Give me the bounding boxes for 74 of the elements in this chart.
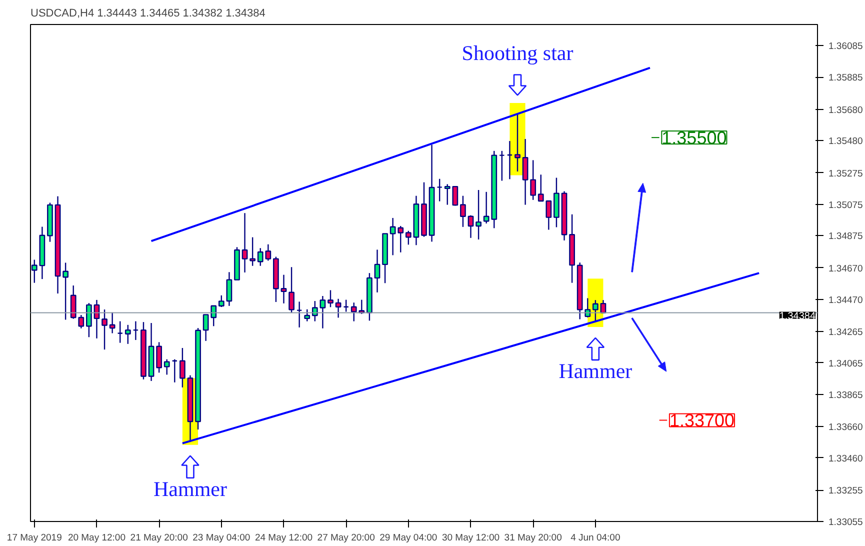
candlestick [506,140,513,180]
y-tick-label: 1.33865 [828,390,863,401]
candlestick [546,200,552,230]
chart-title: USDCAD,H4 1.34443 1.34465 1.34382 1.34384 [30,8,266,20]
annotation: Shooting star [462,40,574,65]
candlestick [405,230,412,246]
y-tick-label: 1.35680 [828,104,863,116]
x-tick-label: 17 May 2019 [6,532,62,544]
y-tick-label: 1.34670 [828,263,863,274]
candlestick [436,178,443,202]
x-tick-label: 20 May 12:00 [68,532,126,544]
candlestick [530,160,536,201]
candlestick [468,214,474,239]
x-tick-label: 30 May 12:00 [442,532,500,544]
candlestick [62,262,68,320]
ref-line-label: 1.34384 [779,310,816,322]
candlestick [109,312,116,334]
candlestick [538,174,544,202]
candlestick [320,295,326,329]
candlestick [164,358,170,376]
x-tick-label: 21 May 20:00 [130,532,188,544]
y-tick-label: 1.35885 [828,72,863,84]
candlestick [522,138,528,206]
annotation: Hammer [558,358,632,383]
x-tick-label: 29 May 04:00 [380,532,438,544]
candlestick [498,150,505,182]
y-tick-label: 1.33660 [828,422,863,433]
candlestick [31,259,38,284]
y-tick-label: 1.35075 [828,200,863,211]
candlestick [124,324,131,344]
candlestick [280,274,287,304]
candlestick [250,236,256,266]
candlestick [70,284,76,320]
candlestick [102,308,108,350]
y-tick-label: 1.33255 [828,486,863,497]
candlestick [172,358,178,383]
y-tick-label: 1.34065 [828,358,863,370]
candlestick [476,189,482,240]
candlestick [180,347,186,388]
x-tick-label: 31 May 20:00 [504,532,562,544]
candlestick [312,300,318,322]
candlestick [304,308,310,322]
candlestick [242,212,248,274]
candlestick [296,301,302,328]
candlestick [218,294,224,308]
candlestick [514,113,520,172]
x-tick-label: 4 Jun 04:00 [570,532,620,544]
candlestick [117,320,124,344]
annotation: Hammer [154,476,227,501]
candlestick [343,299,350,312]
candlestick [460,195,466,228]
y-tick-label: 1.34470 [828,294,863,306]
x-tick-label: 27 May 20:00 [317,532,375,544]
y-tick-label: 1.34875 [828,231,863,242]
candlestick [78,314,84,329]
x-tick-label: 24 May 12:00 [254,532,313,544]
y-tick-label: 1.35275 [828,168,863,180]
candlestick [288,266,294,314]
candlestick [86,302,92,338]
candlestick [226,272,232,306]
candlestick [132,320,139,341]
y-tick-label: 1.35480 [828,136,863,148]
y-tick-label: 1.34265 [828,326,863,338]
candlestick [584,298,591,318]
y-tick-label: 1.36085 [828,41,863,52]
annotation: 1.33700 [669,410,735,431]
candlestick [335,298,342,318]
candlestick [592,299,598,322]
x-tick-label: 23 May 04:00 [192,532,250,544]
y-tick-label: 1.33055 [828,517,863,528]
candlestick [156,342,162,374]
candlestick [328,290,334,308]
y-tick-label: 1.33460 [828,453,863,464]
candlestick [374,249,380,293]
